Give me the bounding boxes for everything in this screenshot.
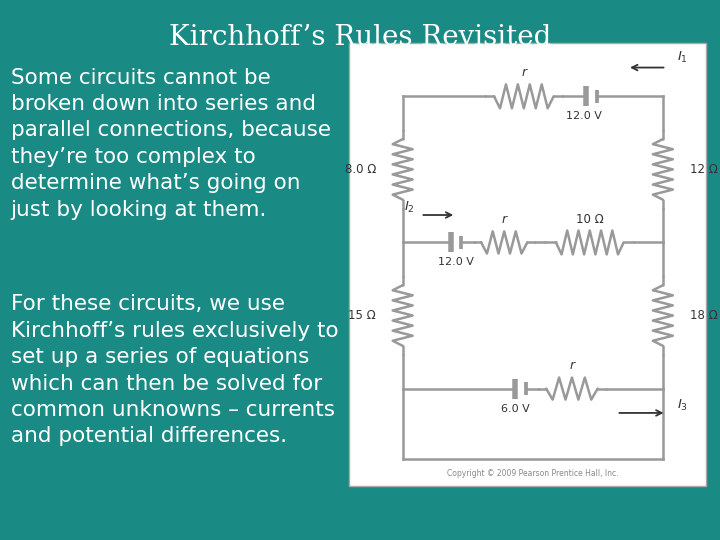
Text: 12 Ω: 12 Ω	[690, 163, 717, 176]
Text: 12.0 V: 12.0 V	[567, 111, 603, 122]
Text: 8.0 Ω: 8.0 Ω	[345, 163, 376, 176]
Text: Copyright © 2009 Pearson Prentice Hall, Inc.: Copyright © 2009 Pearson Prentice Hall, …	[447, 469, 618, 478]
Text: 15 Ω: 15 Ω	[348, 309, 376, 322]
Text: For these circuits, we use
Kirchhoff’s rules exclusively to
set up a series of e: For these circuits, we use Kirchhoff’s r…	[11, 294, 338, 446]
Text: Kirchhoff’s Rules Revisited: Kirchhoff’s Rules Revisited	[168, 24, 552, 51]
Text: 12.0 V: 12.0 V	[438, 258, 474, 267]
Text: $I_2$: $I_2$	[405, 200, 415, 215]
Text: r: r	[502, 213, 507, 226]
Text: 6.0 V: 6.0 V	[500, 403, 529, 414]
FancyBboxPatch shape	[349, 43, 706, 486]
Text: r: r	[570, 359, 575, 372]
Text: $I_3$: $I_3$	[677, 397, 688, 413]
Text: $I_1$: $I_1$	[677, 50, 688, 65]
Text: Some circuits cannot be
broken down into series and
parallel connections, becaus: Some circuits cannot be broken down into…	[11, 68, 330, 219]
Text: 18 Ω: 18 Ω	[690, 309, 717, 322]
Text: r: r	[521, 66, 526, 79]
Text: 10 Ω: 10 Ω	[576, 213, 603, 226]
